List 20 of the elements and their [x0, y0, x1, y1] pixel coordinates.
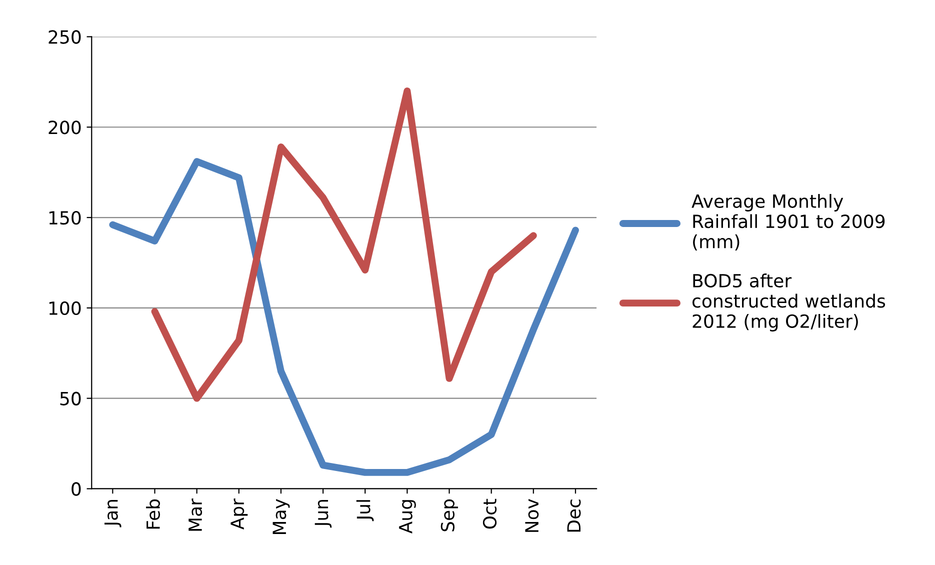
x-tick-label: Oct — [482, 498, 497, 529]
x-tick-label: Jun — [314, 500, 332, 528]
y-tick-label: 150 — [49, 210, 81, 225]
x-tick-label: Jul — [356, 500, 374, 522]
x-tick-label: Mar — [188, 498, 202, 531]
legend-label: Average Monthly Rainfall 1901 to 2009 (mm) — [692, 194, 885, 251]
x-tick-label: Apr — [230, 498, 248, 530]
x-tick-label: Sep — [440, 499, 458, 532]
x-tick-label: Dec — [567, 500, 581, 532]
x-tick-label: Feb — [146, 499, 160, 529]
y-tick-label: 0 — [72, 482, 81, 496]
y-tick-label: 100 — [49, 301, 81, 316]
y-tick-label: 200 — [48, 120, 81, 134]
legend-label: BOD5 after constructed wetlands 2012 (mg O2/liter) — [692, 274, 886, 332]
y-tick-label: 50 — [60, 392, 81, 406]
x-tick-label: Nov — [525, 498, 539, 532]
x-tick-label: Aug — [399, 500, 416, 534]
x-tick-label: Jan — [104, 500, 122, 528]
x-tick-label: May — [272, 498, 290, 534]
y-tick-label: 250 — [48, 30, 81, 44]
